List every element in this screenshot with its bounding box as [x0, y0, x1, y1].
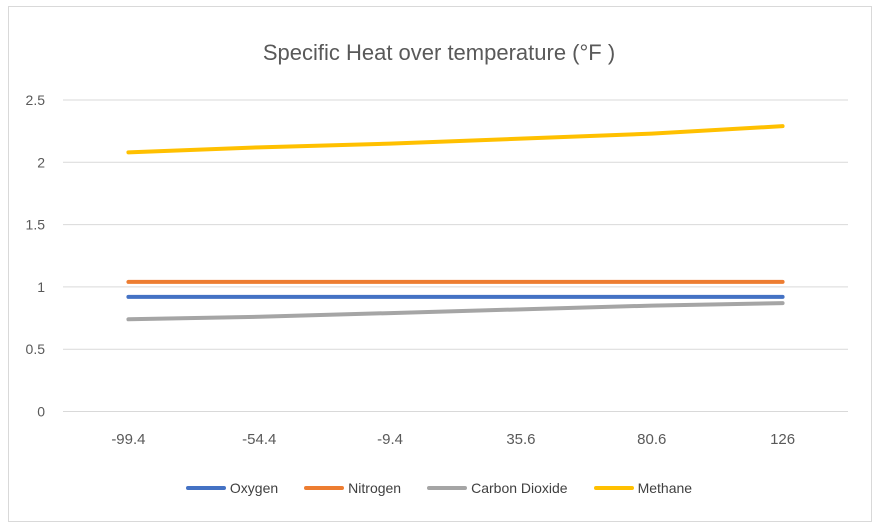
legend-item: Nitrogen — [304, 480, 401, 496]
y-tick-label: 1 — [37, 279, 45, 295]
x-tick-label: 35.6 — [506, 431, 535, 448]
x-tick-label: 126 — [770, 431, 795, 448]
legend-swatch — [185, 486, 226, 490]
legend-swatch — [427, 486, 468, 490]
series-line-methane — [126, 124, 785, 155]
legend-label: Oxygen — [229, 480, 279, 496]
legend-item: Oxygen — [185, 480, 279, 496]
legend-label: Nitrogen — [348, 480, 402, 496]
legend: Oxygen Nitrogen Carbon Dioxide Methane — [0, 480, 878, 496]
x-tick-label: -99.4 — [111, 431, 145, 448]
y-tick-label: 1.5 — [26, 217, 46, 233]
legend-item: Methane — [593, 480, 693, 496]
legend-swatch — [304, 486, 345, 490]
y-tick-label: 0 — [37, 404, 45, 420]
y-tick-label: 2.5 — [26, 92, 46, 108]
series-line-carbon-dioxide — [126, 301, 785, 322]
legend-label: Carbon Dioxide — [471, 480, 568, 496]
legend-swatch — [593, 486, 634, 490]
legend-label: Methane — [637, 480, 693, 496]
x-tick-label: -54.4 — [242, 431, 276, 448]
x-tick-label: -9.4 — [377, 431, 403, 448]
chart-title: Specific Heat over temperature (°F ) — [262, 40, 616, 65]
x-tick-label: 80.6 — [637, 431, 666, 448]
y-tick-label: 0.5 — [26, 341, 46, 357]
chart-area — [8, 6, 872, 522]
y-tick-label: 2 — [37, 154, 45, 170]
legend-item: Carbon Dioxide — [427, 480, 568, 496]
